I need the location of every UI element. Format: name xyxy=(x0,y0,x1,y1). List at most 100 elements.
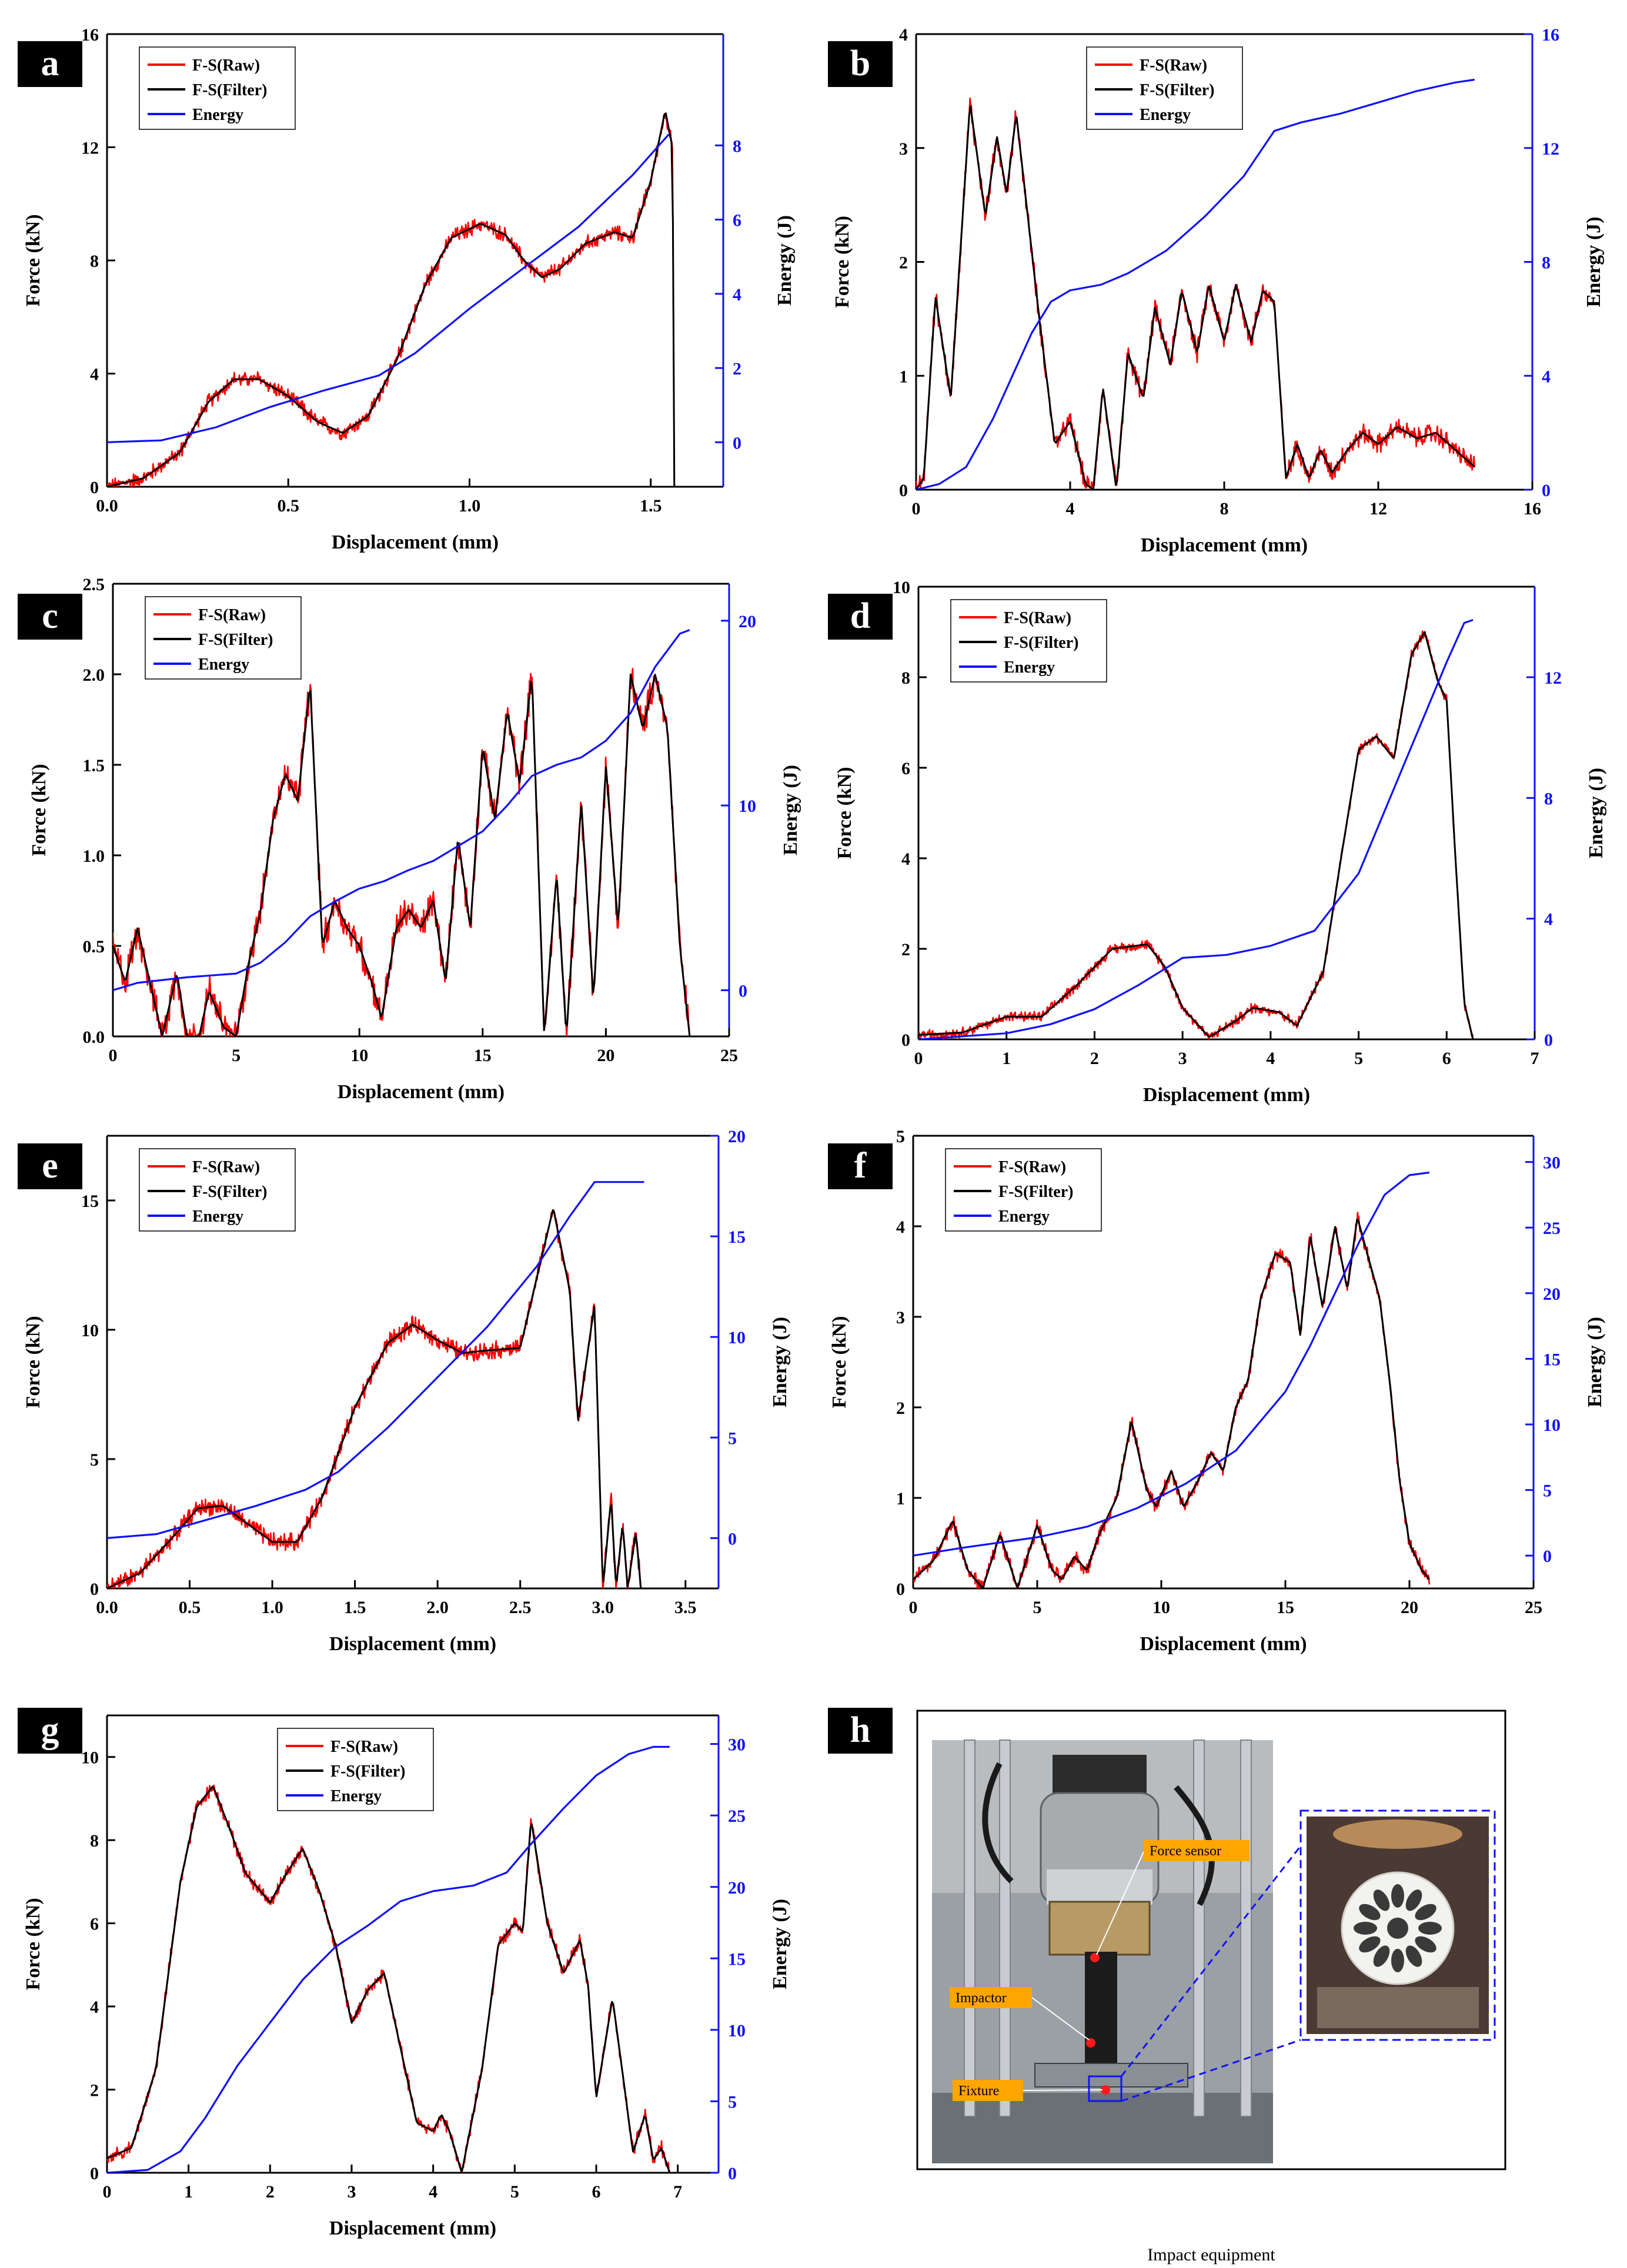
legend-label-filter: F-S(Filter) xyxy=(192,81,268,99)
legend-label-energy: Energy xyxy=(1004,658,1055,677)
series-filter-line xyxy=(107,1785,671,2173)
y2-tick-label: 5 xyxy=(728,1429,737,1448)
x-tick-label: 0.0 xyxy=(96,496,118,516)
y2-tick-label: 6 xyxy=(733,211,741,230)
lattice-cell xyxy=(1415,1936,1436,1953)
x-tick-label: 15 xyxy=(1277,1598,1294,1617)
series-energy-line xyxy=(913,1171,1430,1557)
y-tick-label: 4 xyxy=(896,1217,905,1237)
photo-label-impactor: Impactor xyxy=(950,1987,1090,2040)
panel-badge-bg xyxy=(828,41,893,87)
top-mount xyxy=(1053,1755,1147,1796)
chart-panel-e: e 0.0 0.5 1.0 1.5 2.0 2.5 3.0 3.5 0 5 10 15 0 5 10 15 20 D… xyxy=(18,1127,791,1655)
y2-tick-label: 10 xyxy=(728,2021,746,2040)
y2-axis-title: Energy (J) xyxy=(774,215,796,306)
chart-panel-f: f 0 5 10 15 20 25 0 1 2 3 4 5 0 5 10 15 20 25 30 Displacemen… xyxy=(828,1127,1606,1655)
y2-tick-label: 10 xyxy=(1543,1416,1561,1435)
guide-rail xyxy=(1193,1740,1205,2117)
series-energy-line xyxy=(107,1745,670,2173)
plot-area xyxy=(113,629,691,1036)
y2-tick-label: 2 xyxy=(733,359,741,379)
y-tick-label: 2 xyxy=(901,940,910,959)
x-tick-label: 4 xyxy=(429,2182,437,2202)
y2-tick-label: 12 xyxy=(1544,668,1562,688)
y2-tick-label: 0 xyxy=(739,981,747,1001)
lattice-core xyxy=(1387,1918,1408,1939)
y-tick-label: 2 xyxy=(90,2081,99,2100)
y-tick-label: 2.0 xyxy=(83,665,105,685)
series-raw-line xyxy=(113,668,691,1036)
panel-h: h Force sensor Impactor Fixture Impact equip… xyxy=(828,1708,1506,2264)
x-tick-label: 2 xyxy=(1090,1049,1099,1068)
legend-label-filter: F-S(Filter) xyxy=(330,1762,406,1781)
lattice-cell xyxy=(1391,1884,1404,1908)
series-raw-line xyxy=(107,1209,642,1588)
y2-tick-label: 25 xyxy=(728,1807,746,1826)
x-tick-label: 5 xyxy=(232,1046,240,1065)
lattice-cell xyxy=(1354,1922,1377,1935)
legend-label-raw: F-S(Raw) xyxy=(998,1158,1066,1176)
guide-rail xyxy=(1240,1740,1252,2117)
y2-tick-label: 8 xyxy=(1544,789,1553,808)
series-energy-line xyxy=(107,133,670,443)
legend-label-energy: Energy xyxy=(192,1207,243,1226)
plot-area xyxy=(107,1181,644,1588)
series-filter-line xyxy=(916,105,1475,490)
x-tick-label: 1 xyxy=(184,2182,193,2202)
panel-badge-bg xyxy=(828,594,893,640)
lattice-cell xyxy=(1418,1922,1442,1935)
series-filter-line xyxy=(913,1218,1430,1588)
guide-rail xyxy=(999,1740,1011,2117)
panel-badge-f: f xyxy=(828,1143,893,1189)
y-tick-label: 2 xyxy=(899,253,908,273)
y-tick-label: 6 xyxy=(90,1915,99,1934)
y-tick-label: 4 xyxy=(90,1998,99,2017)
x-tick-label: 1.0 xyxy=(459,496,481,516)
legend: F-S(Raw) F-S(Filter) Energy xyxy=(945,1148,1102,1232)
series-energy-line xyxy=(113,629,690,991)
inset-border xyxy=(1299,1809,1496,2041)
chart-panel-a: a 0.0 0.5 1.0 1.5 0 4 8 12 16 0 2 4 6 8 Displacement (m… xyxy=(18,25,796,553)
x-tick-label: 0 xyxy=(914,1049,923,1068)
x-axis-title: Displacement (mm) xyxy=(329,1633,496,1655)
fixture-marker-dot xyxy=(1101,2085,1110,2095)
legend-label-raw: F-S(Raw) xyxy=(192,56,260,75)
sensor-marker-dot xyxy=(1090,1953,1100,1962)
x-axis-title: Displacement (mm) xyxy=(1143,1084,1310,1106)
x-axis-title: Displacement (mm) xyxy=(338,1081,505,1103)
fixture-plate xyxy=(1034,2063,1188,2088)
zoom-leader xyxy=(1120,1845,1302,2077)
plot-area xyxy=(916,78,1476,490)
legend-label-filter: F-S(Filter) xyxy=(192,1183,268,1201)
y2-tick-label: 25 xyxy=(1543,1219,1561,1238)
legend-label-energy: Energy xyxy=(198,655,249,674)
legend-label-filter: F-S(Filter) xyxy=(1004,634,1079,652)
label-bg xyxy=(953,2080,1023,2101)
impactor-marker-dot xyxy=(1086,2038,1095,2048)
label-text: Fixture xyxy=(958,2083,999,2099)
x-tick-label: 1.5 xyxy=(344,1598,366,1617)
x-tick-label: 0.5 xyxy=(277,496,299,516)
label-bg xyxy=(950,1987,1032,2008)
y-tick-label: 10 xyxy=(81,1748,99,1768)
x-tick-label: 2 xyxy=(266,2182,275,2202)
x-tick-label: 5 xyxy=(1033,1598,1042,1617)
leader-line xyxy=(1096,1851,1144,1955)
y2-tick-label: 8 xyxy=(1542,253,1551,273)
x-tick-label: 16 xyxy=(1524,499,1541,519)
y-tick-label: 5 xyxy=(896,1127,905,1146)
panel-letter: c xyxy=(42,596,58,636)
photo-caption: Impact equipment xyxy=(1147,2245,1275,2264)
y2-tick-label: 30 xyxy=(728,1735,746,1755)
y-axis-title: Force (kN) xyxy=(828,1316,850,1408)
plot-area xyxy=(107,1745,671,2173)
specimen-base xyxy=(1317,1987,1479,2028)
y2-axis-title: Energy (J) xyxy=(1584,1317,1606,1407)
legend-label-energy: Energy xyxy=(330,1787,382,1805)
x-tick-label: 5 xyxy=(510,2182,519,2202)
panel-letter: g xyxy=(41,1710,59,1750)
series-filter-line xyxy=(107,1209,642,1588)
panel-badge-bg xyxy=(18,594,82,640)
